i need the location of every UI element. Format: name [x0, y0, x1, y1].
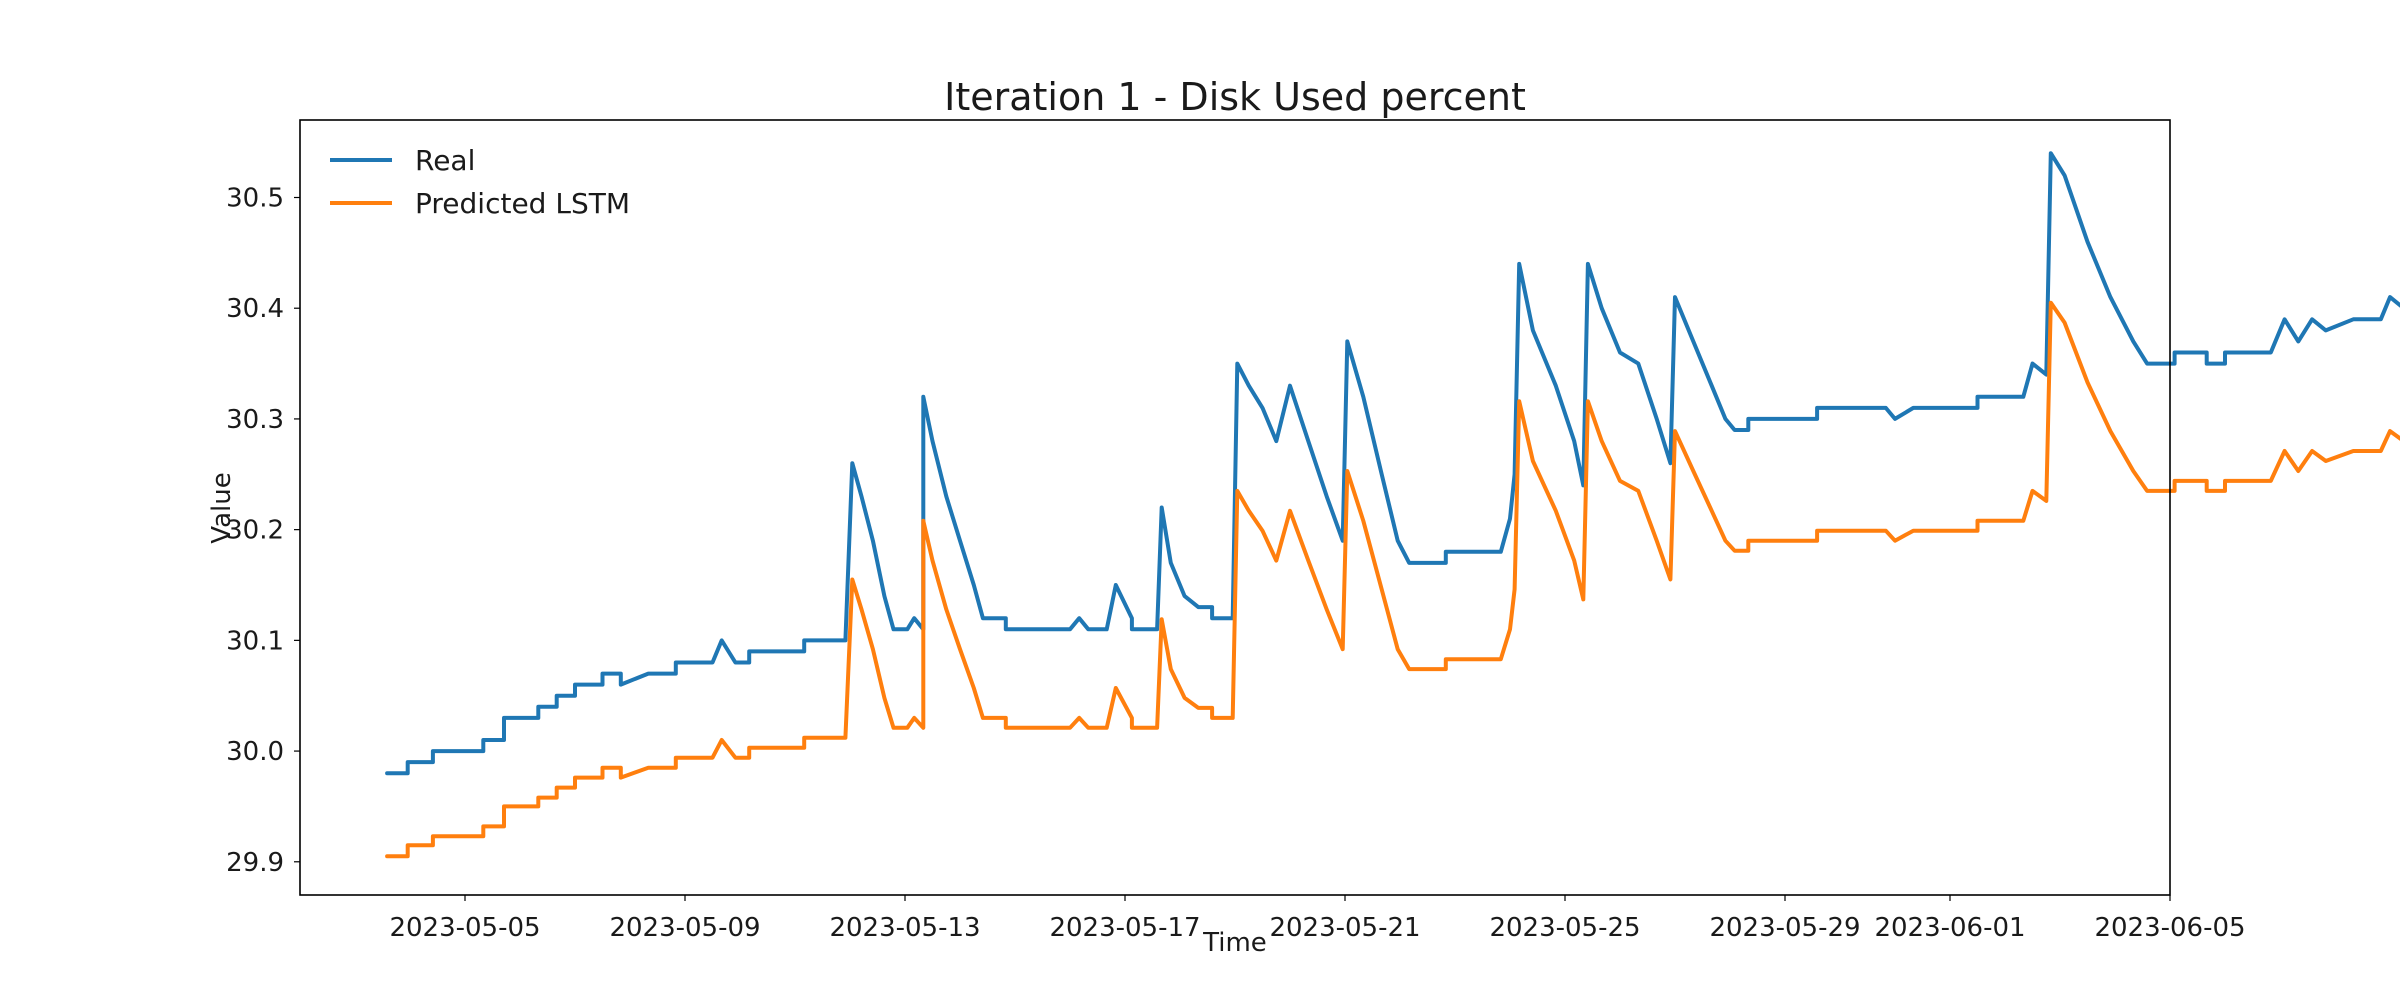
x-axis-label: Time	[1202, 928, 1267, 958]
legend-label-predicted-lstm: Predicted LSTM	[415, 187, 630, 220]
x-tick-label: 2023-05-17	[1049, 913, 1200, 943]
x-tick-label: 2023-05-25	[1489, 913, 1640, 943]
y-tick-label: 30.4	[226, 294, 284, 324]
x-tick-label: 2023-05-09	[609, 913, 760, 943]
x-tick-label: 2023-05-13	[829, 913, 980, 943]
y-tick-label: 29.9	[226, 848, 284, 878]
legend: Real Predicted LSTM	[330, 144, 630, 220]
x-tick-label: 2023-05-29	[1709, 913, 1860, 943]
ticks: 2023-05-05 2023-05-09 2023-05-13 2023-05-17…	[226, 184, 2245, 944]
y-axis-label: Value	[207, 472, 237, 543]
series-line-real	[385, 151, 2400, 776]
series	[385, 151, 2400, 859]
series-line-predicted-lstm	[385, 300, 2400, 859]
x-tick-label: 2023-05-05	[389, 913, 540, 943]
y-tick-label: 30.5	[226, 184, 284, 214]
y-tick-label: 30.2	[226, 516, 284, 546]
legend-label-real: Real	[415, 144, 475, 177]
plot-frame	[299, 119, 2171, 896]
x-tick-label: 2023-06-01	[1874, 913, 2025, 943]
y-tick-label: 30.3	[226, 405, 284, 435]
y-tick-label: 30.1	[226, 626, 284, 656]
chart-title: Iteration 1 - Disk Used percent	[944, 75, 1526, 119]
x-tick-label: 2023-05-21	[1269, 913, 1420, 943]
y-tick-label: 30.0	[226, 737, 284, 767]
x-tick-label: 2023-06-05	[2094, 913, 2245, 943]
